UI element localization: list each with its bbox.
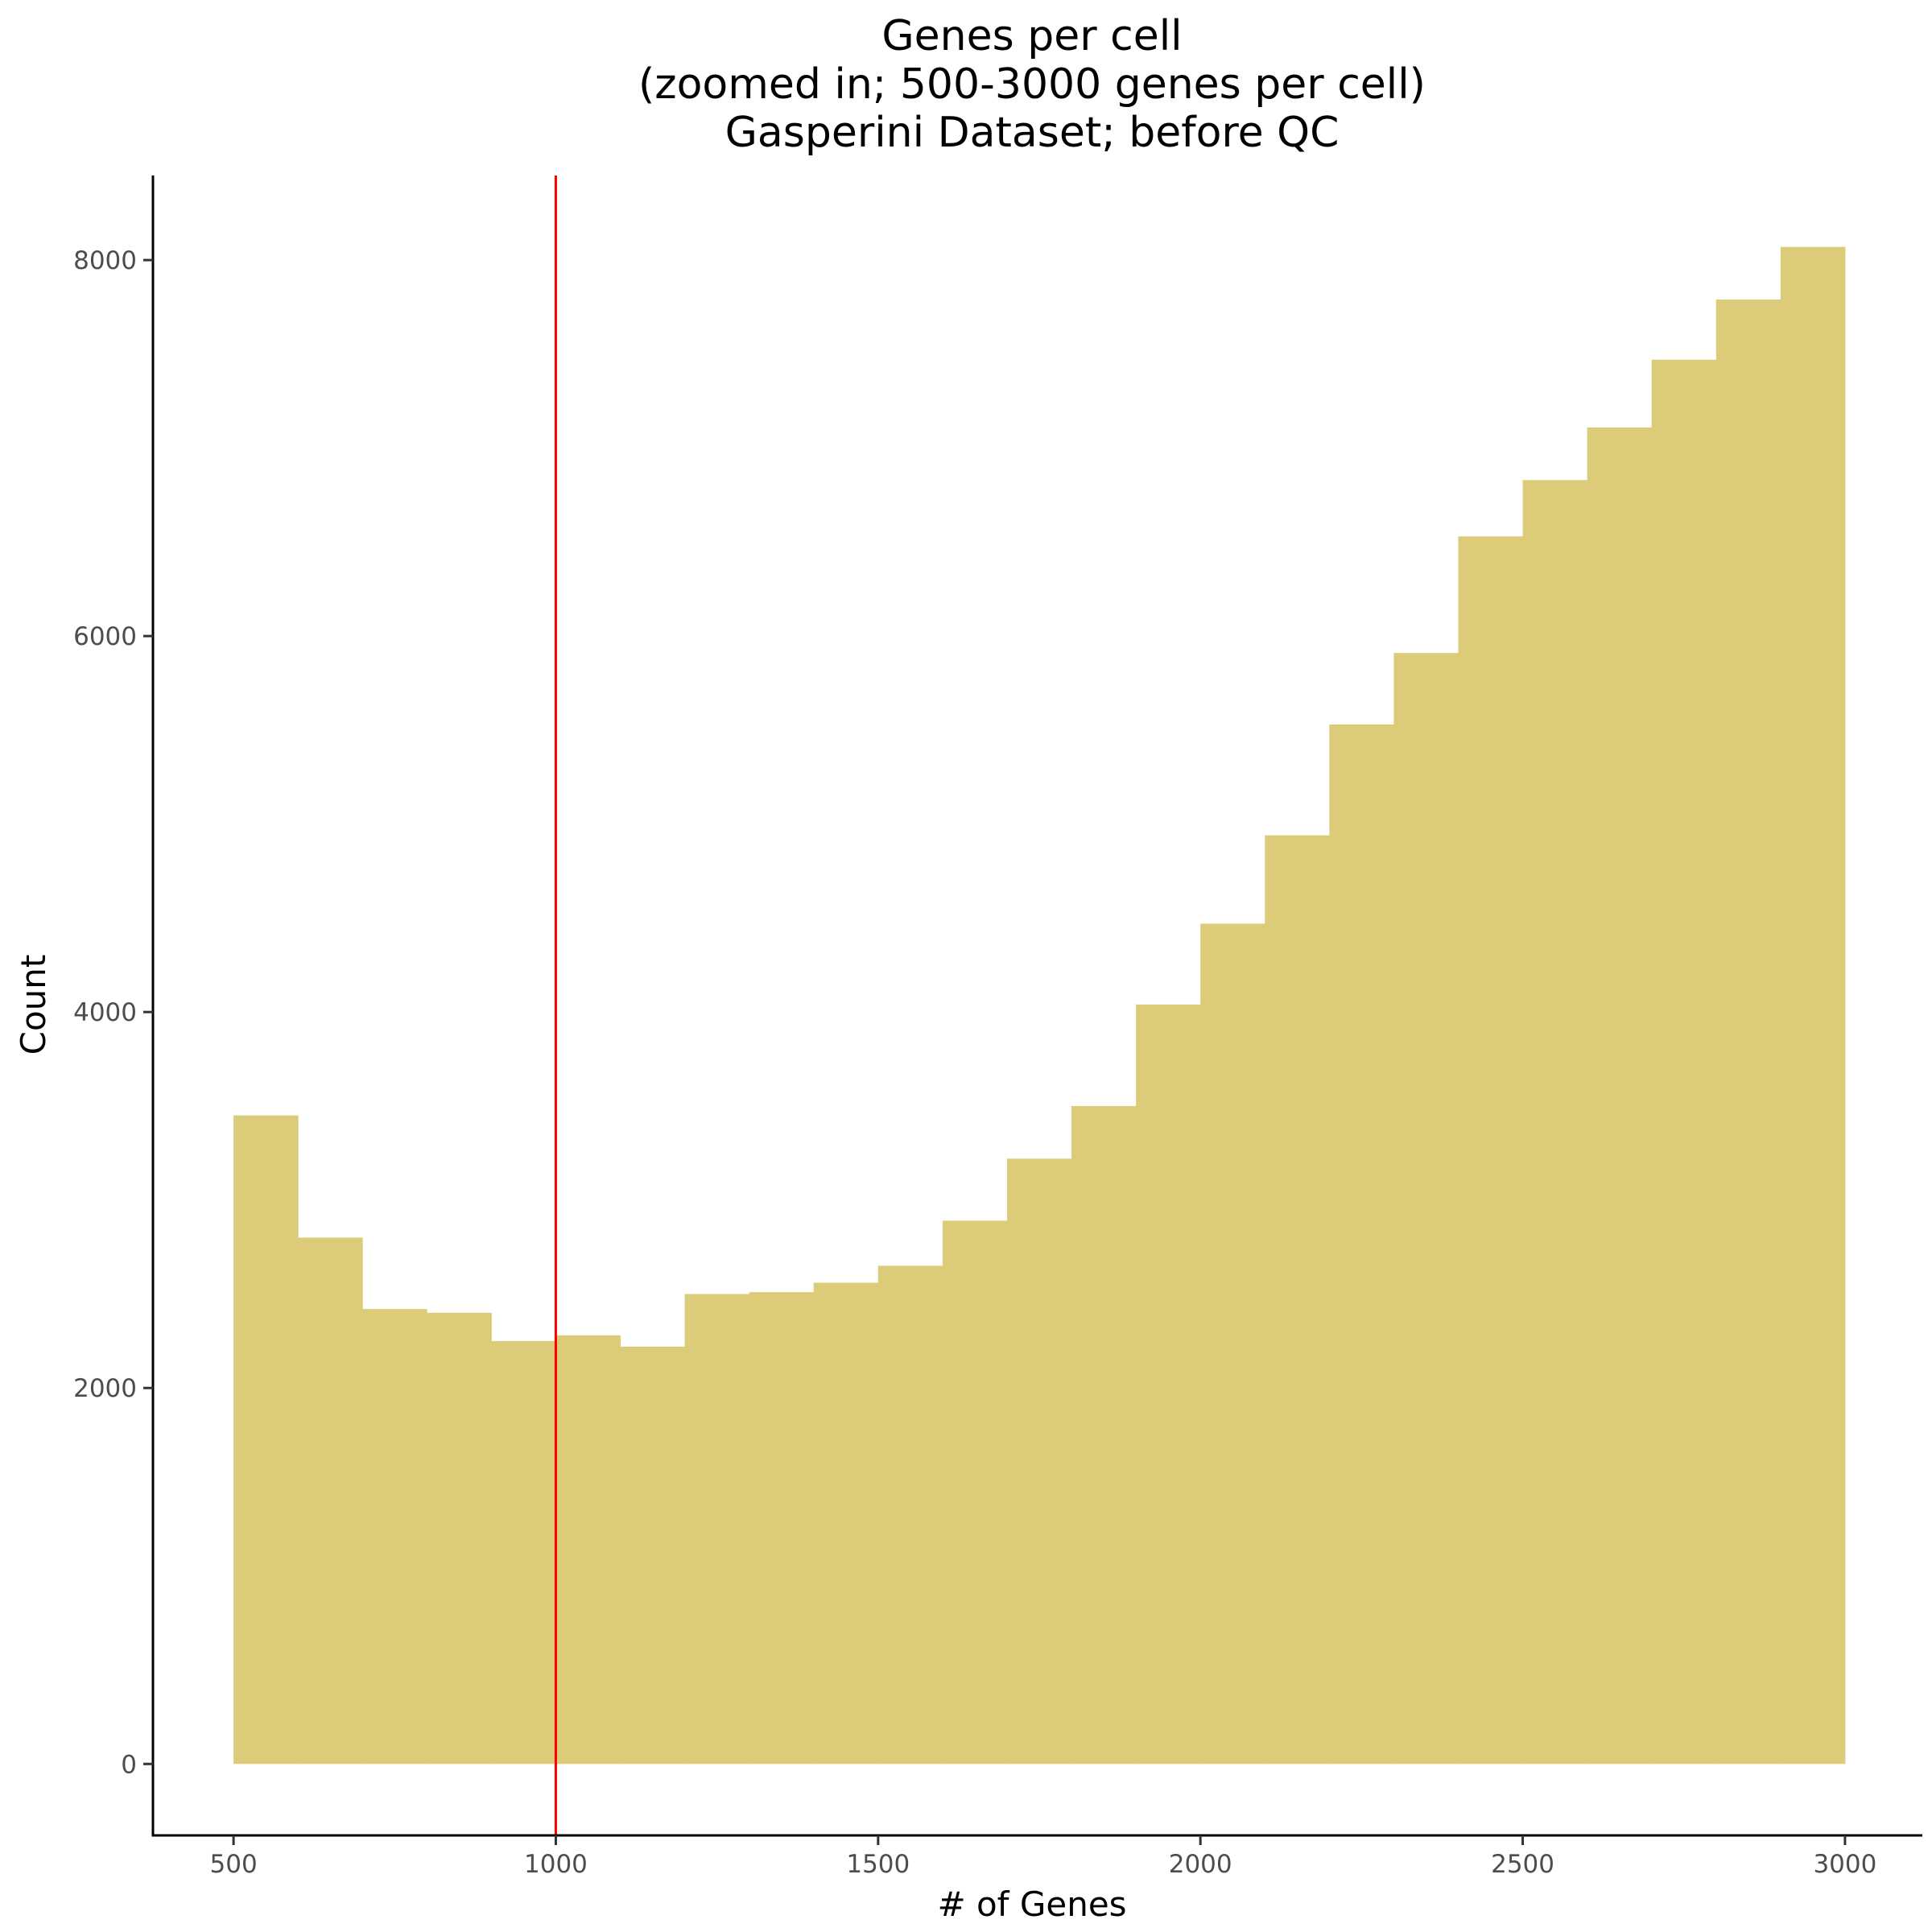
histogram-bar-3 (427, 1312, 492, 1765)
histogram-bar-15 (1200, 923, 1265, 1765)
histogram-bar-22 (1651, 359, 1717, 1765)
histogram-bar-9 (813, 1282, 879, 1765)
histogram-bar-20 (1522, 480, 1588, 1765)
histogram-bar-6 (620, 1346, 686, 1765)
histogram-bar-21 (1587, 427, 1653, 1765)
y-tick-label: 0 (121, 1750, 137, 1779)
x-axis-ticks: 500 1000 1500 2000 2500 3000 (210, 1835, 1876, 1879)
histogram-bar-1 (298, 1237, 363, 1765)
histogram-bar-12 (1006, 1158, 1072, 1765)
histogram-bar-14 (1136, 1004, 1201, 1765)
x-tick-label: 2000 (1169, 1850, 1232, 1879)
histogram-bar-24 (1780, 246, 1846, 1765)
chart-title-line-1: Genes per cell (881, 12, 1182, 60)
y-tick-label: 6000 (73, 622, 137, 651)
y-tick-label: 4000 (73, 998, 137, 1027)
x-tick-label: 1000 (524, 1850, 588, 1879)
histogram-bar-10 (877, 1265, 943, 1765)
histogram-bar-23 (1715, 299, 1781, 1765)
histogram-bar-16 (1265, 835, 1330, 1765)
chart-title-line-3: Gasperini Dataset; before QC (725, 109, 1340, 157)
histogram-bar-0 (233, 1115, 299, 1765)
histogram-bar-13 (1071, 1105, 1137, 1765)
histogram-bar-18 (1393, 653, 1459, 1765)
histogram-bar-4 (491, 1340, 556, 1765)
histogram-bar-17 (1329, 724, 1394, 1765)
x-tick-label: 3000 (1813, 1850, 1876, 1879)
y-tick-label: 8000 (73, 246, 137, 275)
y-axis-title: Count (14, 955, 53, 1055)
x-tick-label: 500 (210, 1850, 258, 1879)
histogram-bar-5 (555, 1335, 621, 1765)
histogram-bar-19 (1458, 536, 1524, 1765)
chart-title: Genes per cell (zoomed in; 500-3000 gene… (638, 12, 1426, 157)
histogram-bar-11 (942, 1220, 1008, 1765)
chart-title-line-2: (zoomed in; 500-3000 genes per cell) (638, 60, 1426, 109)
axes (151, 175, 1922, 1837)
x-axis-title: # of Genes (937, 1885, 1126, 1924)
histogram-bar-7 (684, 1294, 750, 1765)
x-tick-label: 1500 (846, 1850, 910, 1879)
histogram-bars (233, 246, 1846, 1765)
histogram-bar-2 (362, 1309, 427, 1765)
y-tick-label: 2000 (73, 1374, 137, 1403)
x-tick-label: 2500 (1491, 1850, 1554, 1879)
y-axis-ticks: 0 2000 4000 6000 8000 (73, 246, 153, 1779)
histogram-bar-8 (749, 1292, 815, 1765)
